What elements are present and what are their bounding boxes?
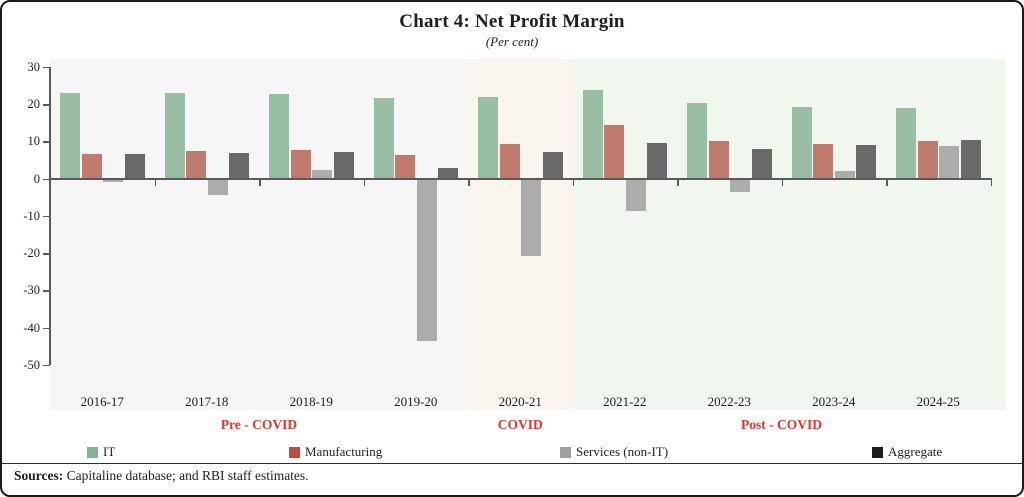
bar [542,151,563,179]
bar [499,144,520,179]
bar [269,93,289,179]
bar [164,92,185,179]
bar [124,154,145,179]
y-tick [43,327,50,329]
bar [229,153,249,179]
phase-label: COVID [497,417,543,432]
bar [207,178,228,196]
bar [290,149,311,179]
bar [730,178,750,192]
bar [186,150,206,179]
bar [856,145,876,179]
chart-subtitle: (Per cent) [485,34,539,49]
phase-band [572,59,1006,410]
x-tick [572,178,574,186]
bar [333,151,354,179]
x-tick [886,178,888,186]
bar [834,170,855,179]
y-tick-label: -50 [23,357,40,372]
y-tick [43,66,50,69]
x-label: 2020-21 [498,394,542,409]
bar [791,106,812,179]
sources-divider-line [2,463,1022,464]
x-label: 2016-17 [80,394,124,409]
bar [687,103,707,179]
bar [373,97,394,179]
legend-label: Services (non-IT) [576,444,669,459]
x-tick [781,178,783,186]
sources-label: Sources: [14,468,64,483]
legend-swatch [560,447,571,458]
x-tick [259,178,261,186]
y-tick [43,364,50,367]
legend-label: Manufacturing [305,444,383,459]
y-tick-label: -20 [23,246,40,260]
x-tick [677,178,679,186]
legend-label: IT [103,444,116,459]
bar [312,170,332,179]
bar [521,178,541,257]
bar [751,148,772,179]
bar [960,140,981,179]
x-label: 2021-22 [603,394,647,409]
bar [438,167,458,179]
y-tick-label: 30 [27,59,41,74]
x-tick [154,178,156,186]
y-tick-label: 10 [27,134,41,149]
y-tick [43,178,50,181]
y-tick [43,290,50,292]
sources-text: Capitaline database; and RBI staff estim… [63,468,309,483]
bar [917,140,938,179]
x-label: 2024-25 [916,394,960,409]
x-axis-line [49,177,992,180]
x-label: 2019-20 [394,394,438,409]
bar [896,107,916,179]
x-label: 2017-18 [185,394,229,409]
phase-label: Post - COVID [741,417,822,432]
x-label: 2018-19 [289,394,333,409]
y-tick [43,253,50,255]
x-tick [363,178,365,186]
bar [81,153,102,179]
y-tick-label: -40 [23,320,40,335]
bar [708,140,729,179]
phase-band [50,59,468,410]
x-label: 2022-23 [707,394,751,409]
phase-label: Pre - COVID [220,417,298,432]
bar [604,124,624,179]
y-tick-label: 20 [27,97,41,112]
y-tick-label: -10 [23,208,40,223]
legend-label: Aggregate [888,444,943,459]
bar [416,178,437,341]
y-tick [43,141,50,143]
bar [647,142,667,179]
bar [103,178,123,182]
chart-title: Chart 4: Net Profit Margin [399,11,625,32]
bar [60,93,80,179]
y-tick [43,104,50,106]
legend-swatch [872,447,883,458]
y-tick [43,215,50,218]
x-label: 2023-24 [812,394,856,409]
y-tick-label: 0 [33,171,40,186]
legend-swatch [289,447,300,458]
sources-note: Sources: Capitaline database; and RBI st… [14,468,309,484]
y-tick-label: -30 [23,283,40,298]
bar [813,144,833,179]
legend-swatch [87,447,98,458]
bar [582,90,603,179]
x-tick [468,178,470,186]
bar [625,178,646,211]
bar [939,146,959,179]
x-tick [990,178,992,186]
bar [395,154,415,179]
bar [478,97,498,179]
